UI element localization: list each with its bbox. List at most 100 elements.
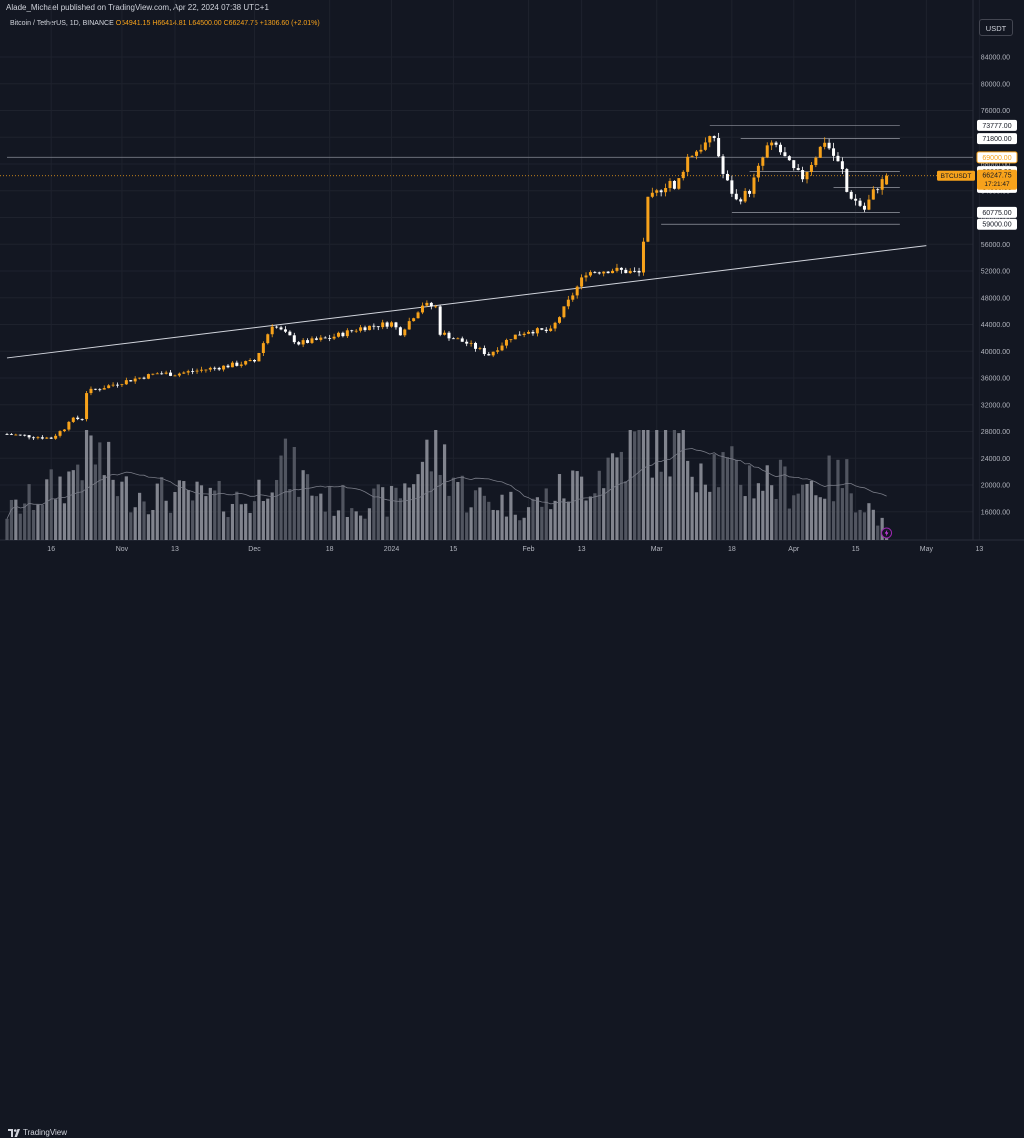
candle-body [628, 270, 632, 274]
price-tag-box [976, 151, 1018, 164]
candle-body [469, 342, 473, 344]
time-tick-label: 18 [728, 546, 736, 553]
volume-bar [606, 457, 610, 540]
volume-bar [217, 480, 221, 540]
countdown-label: 17:21:47 [984, 181, 1010, 188]
volume-bar [84, 430, 89, 540]
candle-body [549, 328, 553, 332]
footer-bar: TradingView [0, 562, 1024, 1137]
candle-body [491, 351, 495, 356]
candle-body [500, 345, 504, 351]
candle-body [434, 306, 438, 308]
time-tick-label: 13 [578, 546, 586, 553]
candle-body [867, 199, 871, 210]
volume-bar [213, 490, 217, 540]
volume-bar [319, 493, 323, 540]
volume-bar [115, 496, 120, 540]
candle-body [849, 191, 853, 199]
volume-bar [270, 492, 274, 540]
candle-body [107, 385, 111, 389]
volume-bar [279, 455, 283, 540]
candle-body [858, 200, 862, 206]
volume-bar [540, 506, 544, 540]
candle-body [213, 367, 217, 369]
price-tag-box [977, 133, 1017, 145]
candle-body [460, 338, 464, 342]
volume-bar [854, 512, 858, 540]
candle-body [80, 419, 84, 420]
volume-bar [18, 513, 22, 540]
volume-bar [575, 471, 579, 540]
volume-bar [580, 476, 584, 540]
candle-body [204, 369, 208, 371]
candlesticks [5, 132, 889, 441]
candle-body [89, 388, 93, 394]
candle-body [279, 327, 283, 330]
volume-bar [787, 508, 791, 540]
volume-bar [624, 481, 628, 540]
candle-body [394, 322, 398, 328]
volume-bar [456, 482, 460, 540]
volume-bar [186, 490, 190, 540]
volume-bar [40, 504, 44, 540]
candle-body [54, 435, 58, 439]
volume-bar [809, 480, 814, 540]
candle-body [885, 175, 889, 185]
volume-bar [235, 491, 239, 540]
candle-body [571, 295, 575, 300]
volume-bar [880, 517, 884, 540]
price-tick-label: 68000.00 [981, 162, 1010, 169]
candle-body [597, 272, 601, 274]
volume-bar [610, 453, 615, 540]
volume-bar [500, 494, 504, 540]
candle-body [823, 142, 827, 147]
candle-body [770, 142, 774, 146]
volume-bar [597, 470, 601, 540]
symbol-label[interactable]: Bitcoin / TetherUS, 1D, BINANCE [10, 20, 114, 27]
candle-body [85, 393, 89, 420]
time-tick-label: Mar [651, 546, 664, 553]
volume-bar [226, 517, 230, 540]
tradingview-brand[interactable]: TradingView [23, 1128, 68, 1137]
candle-body [9, 434, 13, 436]
candle-body [818, 146, 822, 158]
volume-bar [526, 507, 531, 540]
candle-body [186, 371, 190, 373]
volume-bar [252, 501, 257, 540]
candle-body [102, 388, 106, 390]
volume-bar [442, 444, 447, 540]
volume-bar [491, 509, 495, 540]
candle-body [257, 352, 261, 362]
candle-body [133, 378, 137, 382]
volume-bar [588, 496, 593, 540]
time-tick-label: 13 [171, 546, 179, 553]
candle-body [544, 329, 548, 332]
candle-body [482, 348, 486, 355]
volume-bar [770, 485, 774, 540]
volume-bar [248, 512, 252, 540]
volume-bar [465, 512, 469, 540]
volume-bar [173, 492, 177, 540]
volume-bar [120, 481, 124, 540]
candle-body [306, 340, 310, 343]
candle-body [116, 384, 119, 386]
volume-bar [566, 501, 570, 540]
time-tick-label: Nov [116, 546, 129, 553]
price-chart[interactable]: 84000.0080000.0076000.0072000.0068000.00… [0, 0, 1024, 562]
volume-bar [345, 517, 349, 540]
currency-button[interactable]: USDT [979, 19, 1013, 36]
volume-bar [199, 485, 204, 540]
candle-body [840, 161, 844, 170]
time-tick-label: May [920, 546, 934, 553]
price-tag-label: 73777.00 [982, 123, 1011, 130]
candle-body [111, 384, 115, 386]
candle-body [876, 189, 880, 191]
volume-bar [49, 469, 53, 540]
candle-body [805, 171, 809, 180]
volume-bar [602, 488, 606, 540]
volume-bar [275, 479, 279, 540]
price-tick-label: 76000.00 [981, 108, 1010, 115]
volume-bar [509, 491, 513, 540]
price-tick-label: 24000.00 [981, 456, 1010, 463]
price-tag-box [977, 119, 1017, 131]
